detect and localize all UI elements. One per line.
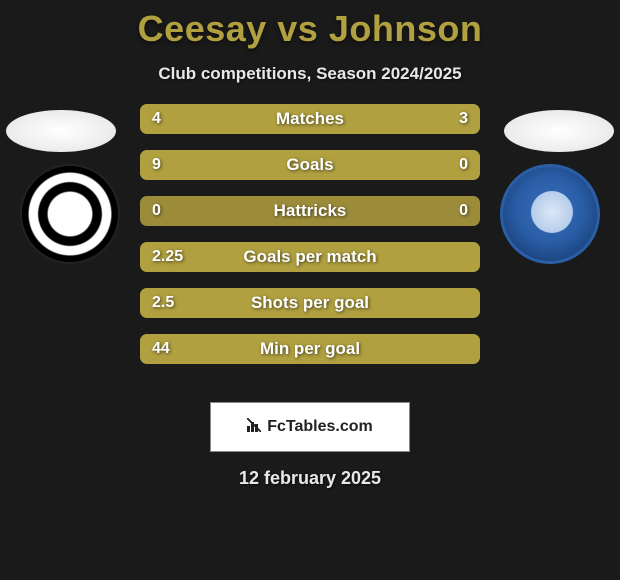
stat-value-left: 0 bbox=[152, 196, 161, 226]
stat-bars: Matches43Goals90Hattricks00Goals per mat… bbox=[140, 104, 480, 380]
stat-value-left: 2.5 bbox=[152, 288, 174, 318]
stat-row: Goals per match2.25 bbox=[140, 242, 480, 272]
brand-box[interactable]: FcTables.com bbox=[210, 402, 410, 452]
stat-row: Shots per goal2.5 bbox=[140, 288, 480, 318]
stat-label: Goals per match bbox=[140, 242, 480, 272]
subtitle: Club competitions, Season 2024/2025 bbox=[0, 64, 620, 84]
stat-label: Min per goal bbox=[140, 334, 480, 364]
stat-row: Goals9 0 bbox=[140, 150, 480, 180]
stat-label: Hattricks bbox=[140, 196, 480, 226]
club-crest-left bbox=[20, 164, 120, 264]
stat-row: Matches4 3 bbox=[140, 104, 480, 134]
stat-label: Matches bbox=[140, 104, 480, 134]
stat-value-right: 0 bbox=[459, 196, 468, 226]
stat-row: Hattricks0 0 bbox=[140, 196, 480, 226]
player-photo-right bbox=[504, 110, 614, 152]
stat-value-left: 44 bbox=[152, 334, 170, 364]
stat-value-right: 0 bbox=[459, 150, 468, 180]
brand-label: FcTables.com bbox=[247, 418, 373, 436]
stat-value-left: 9 bbox=[152, 150, 161, 180]
stat-label: Goals bbox=[140, 150, 480, 180]
comparison-area: Matches43Goals90Hattricks00Goals per mat… bbox=[0, 104, 620, 394]
club-crest-right bbox=[500, 164, 600, 264]
stat-label: Shots per goal bbox=[140, 288, 480, 318]
date-label: 12 february 2025 bbox=[0, 468, 620, 489]
page-title: Ceesay vs Johnson bbox=[0, 0, 620, 50]
stat-value-left: 2.25 bbox=[152, 242, 183, 272]
stat-row: Min per goal44 bbox=[140, 334, 480, 364]
player-photo-left bbox=[6, 110, 116, 152]
stat-value-left: 4 bbox=[152, 104, 161, 134]
stat-value-right: 3 bbox=[459, 104, 468, 134]
